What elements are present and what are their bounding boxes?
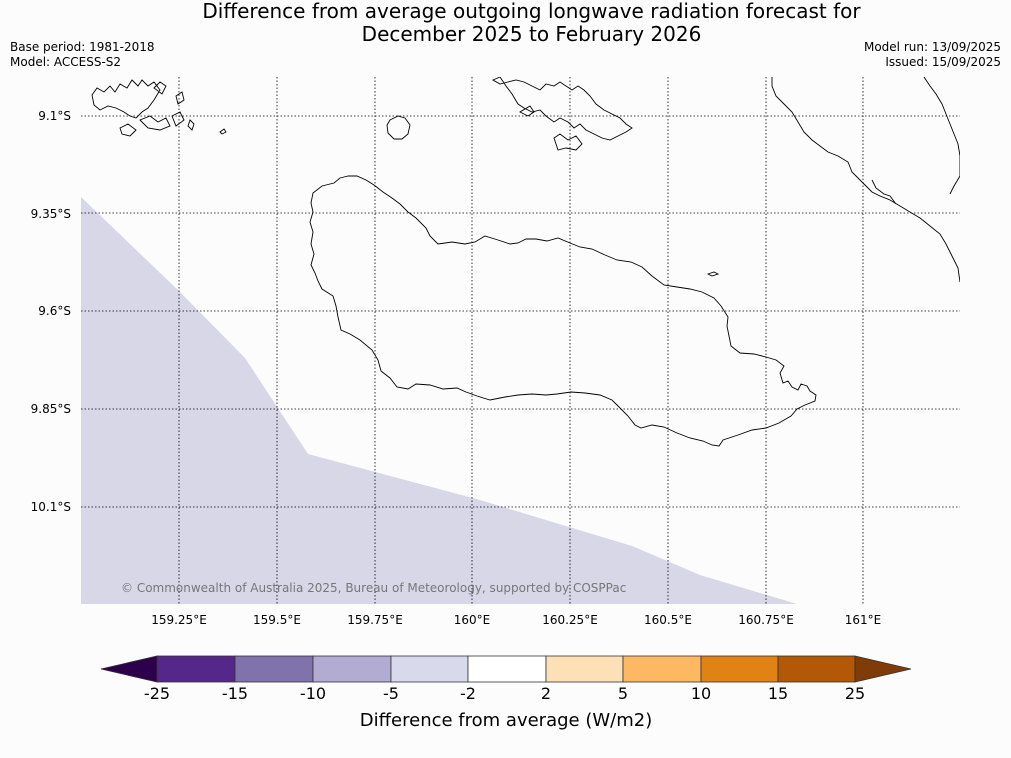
- coastlines: [91, 77, 960, 447]
- colorbar-title: Difference from average (W/m2): [360, 710, 652, 731]
- colorbar-tick: 25: [845, 684, 865, 703]
- colorbar-tick: -2: [460, 684, 476, 703]
- colorbar-segment: [777, 655, 856, 683]
- colorbar-tick-labels: -25 -15 -10 -5 -2 2 5 10 15 25: [144, 684, 865, 703]
- lat-label: 9.85°S: [31, 402, 71, 416]
- lon-label: 160.25°E: [542, 613, 598, 627]
- copyright-notice: © Commonwealth of Australia 2025, Bureau…: [121, 581, 626, 595]
- title-line-1: Difference from average outgoing longwav…: [202, 0, 861, 23]
- colorbar-segment: [700, 655, 779, 683]
- colorbar-segment: [545, 655, 624, 683]
- colorbar-tick: -5: [383, 684, 399, 703]
- metadata-left: Base period: 1981-2018 Model: ACCESS-S2: [10, 40, 155, 70]
- lon-label: 159.5°E: [253, 613, 301, 627]
- model-run: Model run: 13/09/2025: [863, 40, 1001, 54]
- colorbar-segment: [390, 655, 469, 683]
- small-islet: [706, 271, 720, 277]
- malaita-coastline: [771, 77, 960, 283]
- lon-label: 160°E: [454, 613, 491, 627]
- colorbar-tick: -15: [222, 684, 248, 703]
- colorbar-high-extension: [854, 655, 912, 683]
- chart-title: Difference from average outgoing longwav…: [0, 0, 1011, 46]
- small-island-center: [386, 115, 411, 140]
- colorbar-tick: 2: [541, 684, 551, 703]
- lat-label: 10.1°S: [31, 500, 71, 514]
- anomaly-shaded-region: [81, 197, 797, 604]
- colorbar-segment: [312, 655, 392, 683]
- graticule: [81, 77, 960, 604]
- nggela-islands-coastline: [491, 77, 633, 151]
- lon-label: 160.5°E: [644, 613, 692, 627]
- issued-date: Issued: 15/09/2025: [885, 55, 1001, 69]
- colorbar-tick: -10: [300, 684, 326, 703]
- lon-label: 161°E: [845, 613, 882, 627]
- lon-label: 159.25°E: [151, 613, 207, 627]
- florida-islands-coastline: [91, 79, 195, 137]
- base-period: Base period: 1981-2018: [10, 40, 155, 54]
- lon-label: 160.75°E: [738, 613, 794, 627]
- colorbar-tick: -25: [144, 684, 170, 703]
- colorbar-segment: [622, 655, 702, 683]
- latitude-labels: 9.1°S 9.35°S 9.6°S 9.85°S 10.1°S: [31, 109, 71, 514]
- map-area: [81, 77, 960, 604]
- colorbar-tick: 5: [618, 684, 628, 703]
- metadata-right: Model run: 13/09/2025 Issued: 15/09/2025: [864, 40, 1001, 70]
- colorbar-segment: [156, 655, 236, 683]
- colorbar-tick: 15: [768, 684, 788, 703]
- colorbar-segment: [467, 655, 547, 683]
- title-line-2: December 2025 to February 2026: [361, 22, 702, 46]
- colorbar-low-extension: [100, 655, 158, 683]
- lat-label: 9.6°S: [38, 304, 71, 318]
- lat-label: 9.1°S: [38, 109, 71, 123]
- lat-label: 9.35°S: [31, 207, 71, 221]
- longitude-labels: 159.25°E 159.5°E 159.75°E 160°E 160.25°E…: [151, 613, 881, 627]
- guadalcanal-coastline: [309, 175, 817, 447]
- colorbar-tick: 10: [691, 684, 711, 703]
- lon-label: 159.75°E: [347, 613, 403, 627]
- small-islet-2: [219, 128, 227, 135]
- colorbar: [100, 655, 912, 683]
- colorbar-segment: [234, 655, 314, 683]
- model-name: Model: ACCESS-S2: [10, 55, 122, 69]
